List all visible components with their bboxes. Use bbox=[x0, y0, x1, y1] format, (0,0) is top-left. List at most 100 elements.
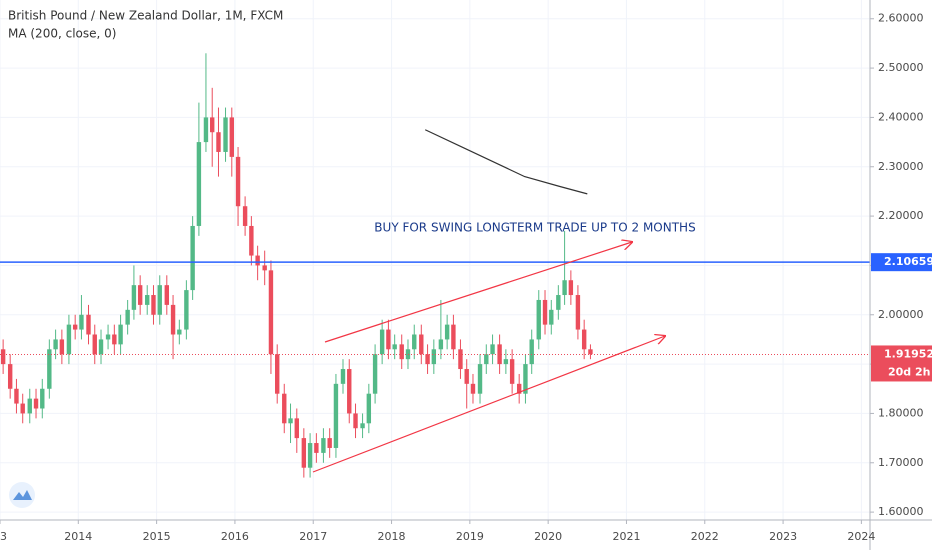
indicator-label: MA (200, close, 0) bbox=[8, 27, 116, 41]
candle-body bbox=[275, 354, 280, 394]
ma-line bbox=[424, 129, 588, 195]
x-tick-label: 2015 bbox=[143, 530, 171, 543]
candle-body bbox=[366, 393, 372, 424]
candle-body bbox=[347, 369, 352, 414]
price-tag bbox=[871, 253, 932, 272]
candle-body bbox=[294, 418, 299, 439]
candle-body bbox=[210, 117, 215, 133]
candle-body bbox=[386, 329, 391, 350]
x-tick-label: 2016 bbox=[221, 530, 249, 543]
annotation: BUY FOR SWING LONGTERM TRADE UP TO 2 MON… bbox=[374, 221, 695, 235]
candle-body bbox=[14, 388, 19, 404]
candle-body bbox=[353, 413, 358, 429]
candle-body bbox=[131, 285, 137, 310]
candle-body bbox=[503, 359, 509, 365]
candle-body bbox=[235, 156, 241, 207]
candle-body bbox=[33, 398, 39, 409]
candle-body bbox=[92, 334, 97, 355]
candle-body bbox=[549, 309, 554, 325]
candle-body bbox=[484, 354, 489, 365]
candle-body bbox=[268, 270, 274, 355]
candle-body bbox=[137, 285, 143, 305]
candle-body bbox=[98, 339, 104, 355]
candle-body bbox=[340, 369, 346, 384]
trend-line bbox=[312, 336, 665, 473]
candle-body bbox=[477, 364, 483, 394]
candle-body bbox=[288, 418, 293, 424]
candle-body bbox=[321, 438, 326, 453]
candle-body bbox=[568, 280, 574, 296]
candle-body bbox=[536, 299, 541, 340]
candle-body bbox=[242, 206, 248, 226]
candle-body bbox=[451, 324, 456, 350]
y-tick-label: 1.80000 bbox=[878, 406, 924, 419]
candle-body bbox=[190, 225, 195, 291]
candle-body bbox=[66, 324, 72, 355]
candle-body bbox=[86, 314, 91, 335]
candle-body bbox=[464, 369, 469, 384]
x-tick-label: 2017 bbox=[299, 530, 327, 543]
candle-body bbox=[105, 334, 111, 340]
x-tick-label: 2022 bbox=[691, 530, 719, 543]
candle-body bbox=[333, 383, 339, 448]
x-tick-label: 2020 bbox=[534, 530, 562, 543]
candle-body bbox=[327, 438, 332, 448]
candle-body bbox=[196, 142, 202, 226]
candle-body bbox=[562, 280, 567, 296]
countdown-label: 20d 2h bbox=[888, 365, 931, 378]
candle-body bbox=[392, 344, 397, 350]
candle-body bbox=[184, 290, 189, 330]
candle-body bbox=[542, 299, 548, 325]
candle-body bbox=[170, 304, 176, 335]
candle-body bbox=[412, 334, 417, 350]
logo bbox=[9, 482, 35, 508]
y-tick-label: 2.30000 bbox=[878, 160, 924, 173]
y-tick-label: 2.60000 bbox=[878, 12, 924, 25]
candle-body bbox=[177, 329, 182, 335]
candle-body bbox=[438, 339, 444, 350]
candle-body bbox=[444, 324, 450, 340]
candle-body bbox=[458, 349, 463, 370]
candle-body bbox=[405, 349, 411, 360]
candle-body bbox=[53, 339, 58, 350]
candle-body bbox=[216, 132, 221, 152]
y-tick-label: 2.40000 bbox=[878, 110, 924, 123]
candle-body bbox=[59, 339, 65, 355]
candle-body bbox=[145, 295, 150, 305]
candle-body bbox=[523, 364, 528, 394]
x-tick-label: 2023 bbox=[769, 530, 797, 543]
price-tag-label: 2.10659 bbox=[884, 255, 932, 268]
x-tick-label: 13 bbox=[0, 530, 7, 543]
candle-body bbox=[47, 349, 52, 389]
x-tick-label: 2014 bbox=[64, 530, 92, 543]
candle-body bbox=[431, 349, 437, 365]
candle-body bbox=[575, 295, 581, 330]
price-tag bbox=[871, 345, 932, 382]
candle-body bbox=[314, 443, 319, 453]
candle-body bbox=[556, 295, 561, 310]
candle-body bbox=[529, 339, 534, 365]
candle-body bbox=[425, 354, 430, 365]
candle-body bbox=[470, 383, 476, 394]
candle-body bbox=[40, 388, 45, 409]
candle-body bbox=[79, 314, 84, 330]
y-tick-label: 1.60000 bbox=[878, 505, 924, 518]
candle-body bbox=[379, 329, 385, 355]
candle-body bbox=[255, 255, 260, 266]
candle-body bbox=[581, 329, 587, 350]
candle-body bbox=[497, 344, 502, 365]
candle-body bbox=[360, 423, 365, 429]
candle-body bbox=[20, 403, 25, 414]
candle-body bbox=[157, 285, 162, 315]
candle-body bbox=[112, 334, 117, 345]
candle-body bbox=[419, 334, 424, 355]
chart-title: British Pound / New Zealand Dollar, 1M, … bbox=[8, 9, 283, 23]
candle-body bbox=[164, 285, 169, 305]
x-tick-label: 2018 bbox=[378, 530, 406, 543]
candle-body bbox=[301, 438, 307, 468]
x-tick-label: 2024 bbox=[847, 530, 875, 543]
candle-body bbox=[223, 117, 228, 152]
candle-body bbox=[151, 295, 156, 315]
x-tick-label: 2021 bbox=[612, 530, 640, 543]
